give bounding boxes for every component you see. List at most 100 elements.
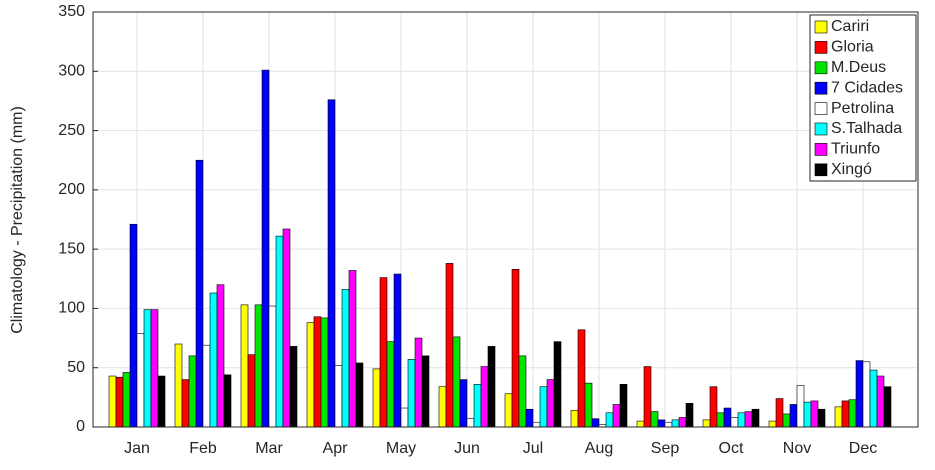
bar — [532, 421, 541, 428]
legend-label: Petrolina — [831, 100, 894, 117]
bar — [782, 413, 791, 428]
bar — [268, 305, 277, 428]
bar — [591, 418, 600, 428]
bar — [407, 359, 416, 428]
bar — [511, 268, 520, 428]
bar — [414, 337, 423, 428]
legend: Cariri Gloria M.Deus 7 Cidades Petrolina S.Ta… — [809, 14, 917, 182]
bar — [209, 292, 218, 428]
y-tick-label: 50 — [67, 359, 85, 376]
legend-swatch — [814, 163, 828, 177]
bar — [386, 341, 395, 428]
bar — [584, 382, 593, 428]
bar — [518, 355, 527, 428]
bar — [619, 384, 628, 428]
x-tick-label: Jul — [523, 440, 543, 457]
legend-swatch — [814, 143, 828, 156]
bar — [289, 346, 298, 428]
bar — [723, 407, 732, 428]
bar — [775, 398, 784, 428]
x-tick-label: Aug — [585, 440, 613, 457]
bar — [841, 400, 850, 428]
plot-area — [93, 12, 918, 427]
legend-label: M.Deus — [831, 59, 886, 76]
bar — [546, 379, 555, 428]
bar — [751, 408, 760, 428]
bar — [174, 343, 183, 428]
bar — [789, 404, 798, 428]
legend-label: S.Talhada — [831, 120, 902, 137]
bar — [379, 277, 388, 428]
bar — [372, 368, 381, 428]
bar — [254, 304, 263, 428]
bar — [834, 406, 843, 428]
bar — [341, 289, 350, 428]
bar — [223, 374, 232, 428]
bar — [869, 369, 878, 428]
bar — [702, 419, 711, 428]
bar — [636, 420, 645, 428]
bar — [320, 317, 329, 428]
bar — [466, 418, 475, 428]
legend-label: Xingó — [831, 161, 872, 178]
bar — [421, 355, 430, 428]
y-tick-label: 250 — [58, 122, 85, 139]
bar — [216, 284, 225, 428]
bar — [612, 404, 621, 428]
legend-box — [809, 14, 917, 182]
bar — [459, 379, 468, 428]
bar — [452, 336, 461, 428]
y-tick-label: 0 — [76, 418, 85, 435]
bar — [355, 362, 364, 428]
x-tick-label: Feb — [189, 440, 217, 457]
bar — [737, 412, 746, 428]
bar — [188, 355, 197, 428]
bar — [202, 344, 211, 428]
legend-label: Cariri — [831, 18, 869, 35]
x-tick-label: Sep — [651, 440, 680, 457]
legend-swatch — [814, 61, 828, 75]
bar — [768, 420, 777, 428]
y-tick-label: 100 — [58, 300, 85, 317]
bar — [539, 386, 548, 428]
legend-label: 7 Cidades — [831, 79, 903, 96]
bar — [438, 386, 447, 428]
bar — [313, 316, 322, 428]
bar — [157, 375, 166, 428]
y-tick-label: 150 — [58, 240, 85, 257]
y-axis-label: Climatology - Precipitation (mm) — [9, 106, 26, 334]
bar — [716, 412, 725, 428]
bar — [445, 263, 454, 428]
legend-label: Triunfo — [831, 141, 880, 158]
bar — [282, 228, 291, 428]
x-tick-label: Apr — [323, 440, 349, 457]
y-tick-label: 350 — [58, 3, 85, 20]
legend-swatch — [814, 41, 828, 54]
bar — [473, 384, 482, 428]
bar — [848, 399, 857, 428]
bar — [855, 360, 864, 428]
y-tick-label: 300 — [58, 63, 85, 80]
bar — [393, 273, 402, 428]
bar — [306, 322, 315, 428]
bar — [400, 407, 409, 428]
x-tick-label: Jun — [454, 440, 480, 457]
bar — [334, 365, 343, 428]
legend-swatch — [814, 81, 828, 95]
bar — [862, 361, 871, 428]
bar — [876, 375, 885, 428]
axes-box — [92, 11, 919, 428]
bar — [744, 411, 753, 428]
bar — [240, 304, 249, 428]
bar — [504, 393, 513, 428]
x-tick-label: Nov — [783, 440, 811, 457]
x-tick-label: May — [386, 440, 416, 457]
bar — [136, 333, 145, 428]
bar — [261, 69, 270, 428]
legend-label: Gloria — [831, 39, 874, 56]
bar — [678, 417, 687, 428]
x-tick-label: Jan — [124, 440, 150, 457]
bar — [730, 417, 739, 428]
bar — [643, 366, 652, 428]
